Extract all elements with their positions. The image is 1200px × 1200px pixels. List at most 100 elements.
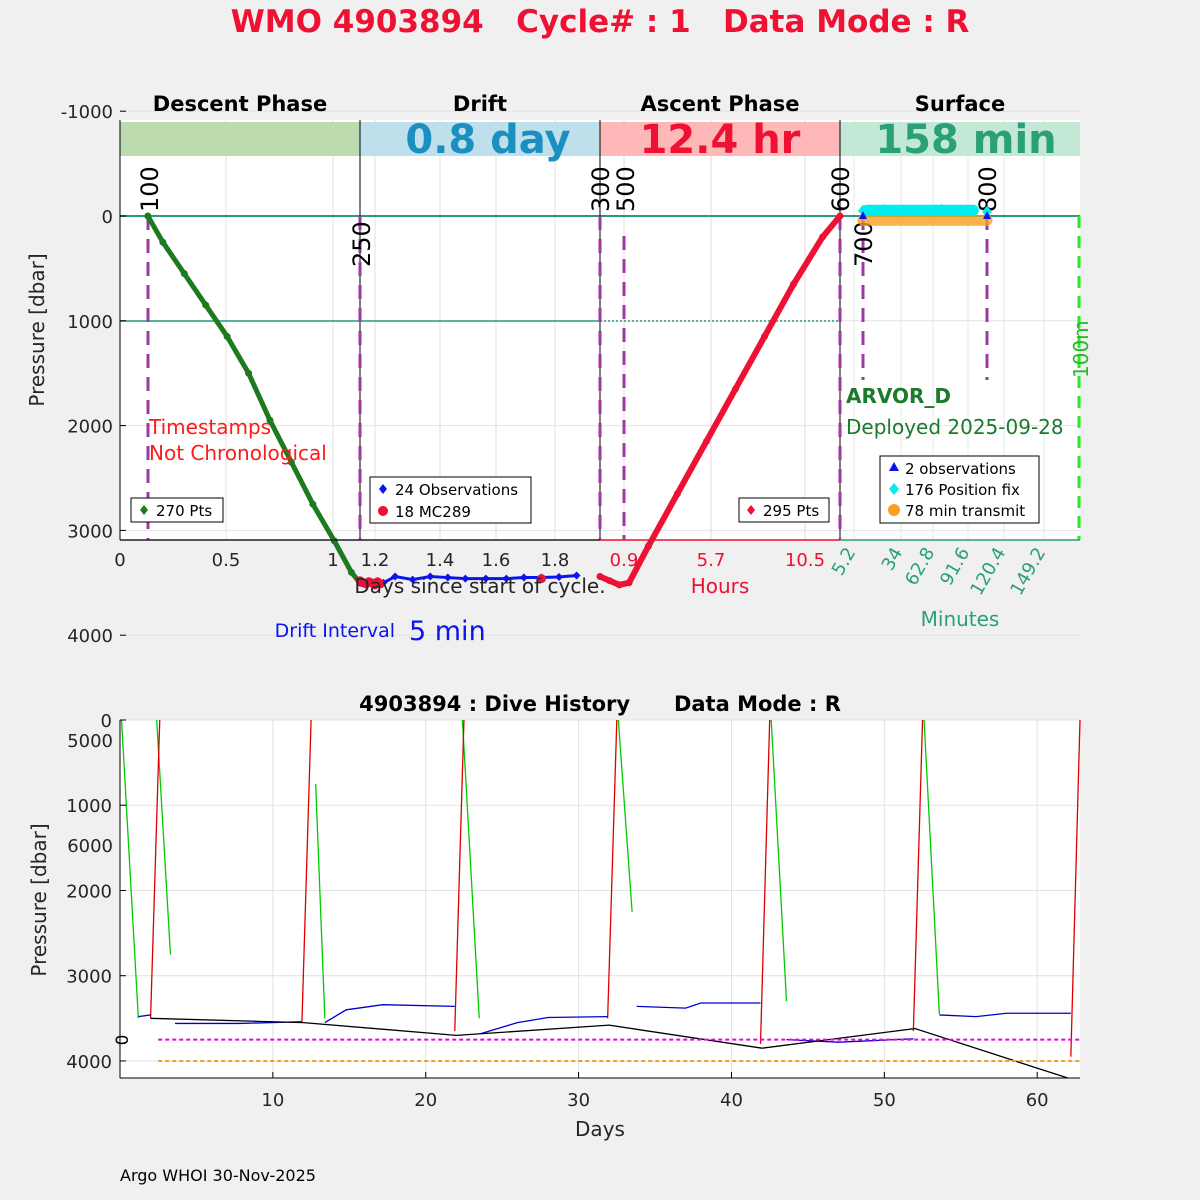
history-ascent-1-1 bbox=[301, 719, 312, 1023]
legend-surface-fix-label: 176 Position fix bbox=[905, 481, 1020, 499]
surface-xtick-label: 120.4 bbox=[966, 544, 1010, 599]
marker-label-300: 300 bbox=[587, 166, 615, 212]
top-ytick-label-4000: 4000 bbox=[67, 626, 113, 647]
drift-xtick-label: 1.4 bbox=[426, 550, 455, 571]
ascent-point bbox=[819, 233, 827, 241]
surface-xtick-label: 91.6 bbox=[936, 544, 974, 589]
drift-interval-label: Drift Interval bbox=[275, 620, 395, 642]
timestamps-note-line2: Not Chronological bbox=[149, 441, 327, 465]
history-ascent-1-2 bbox=[454, 719, 465, 1032]
ascent-point bbox=[836, 212, 844, 220]
surface-position-fix-point bbox=[907, 204, 918, 217]
timestamps-note-line1: Timestamps bbox=[148, 415, 271, 439]
history-ascent-1-3 bbox=[606, 719, 618, 1019]
legend-drift-mc-marker bbox=[378, 506, 388, 516]
legend-descent-label: 270 Pts bbox=[156, 502, 212, 520]
marker-label-500: 500 bbox=[612, 166, 640, 212]
xlabel-minutes: Minutes bbox=[921, 607, 1000, 631]
bottom-xtick-label-10: 10 bbox=[261, 1090, 284, 1111]
legend-drift-obs-marker bbox=[379, 484, 387, 494]
phase-title-descent: Descent Phase bbox=[153, 92, 327, 116]
bottom-ytick-label-3000: 3000 bbox=[66, 967, 112, 988]
event-markers bbox=[146, 216, 989, 540]
ascent-point bbox=[790, 280, 798, 288]
phase-title-drift: Drift bbox=[453, 92, 507, 116]
drift-duration: 0.8 day bbox=[405, 117, 570, 163]
float-type: ARVOR_D bbox=[846, 384, 951, 408]
legend-surface-fix-marker bbox=[889, 483, 899, 495]
descent-point bbox=[144, 212, 152, 220]
history-descent-0-0 bbox=[120, 719, 139, 1019]
descent-point bbox=[159, 238, 167, 246]
surface-observation-point bbox=[859, 211, 867, 219]
top-ytick-label-5000: 5000 bbox=[67, 731, 113, 752]
drift-observation-point bbox=[443, 573, 452, 582]
descent-xtick-label: 0.5 bbox=[212, 550, 241, 571]
drift-observation-point bbox=[555, 573, 564, 582]
page-title: WMO 4903894 Cycle# : 1 Data Mode : R bbox=[230, 4, 970, 40]
drift-observation-point bbox=[408, 575, 417, 584]
marker-label-250: 250 bbox=[348, 221, 376, 267]
bottom-series bbox=[120, 719, 1081, 1079]
descent-point bbox=[202, 301, 210, 309]
surface-xtick-label: 34 bbox=[878, 544, 908, 574]
ascent-xtick-label: 10.5 bbox=[785, 550, 825, 571]
surface-duration: 158 min bbox=[875, 117, 1056, 163]
bottom-panel: 4903894 : Dive History Data Mode : R 10 2… bbox=[27, 692, 1081, 1141]
top-series bbox=[144, 203, 993, 590]
legend-surface-transmit-label: 78 min transmit bbox=[905, 502, 1025, 520]
banner-surface bbox=[840, 122, 1080, 156]
ascent-point bbox=[625, 579, 633, 587]
banner-ascent bbox=[600, 122, 840, 156]
history-descent-0-3 bbox=[461, 719, 480, 1019]
drift-observation-point bbox=[426, 572, 435, 581]
bottom-xtick-label-30: 30 bbox=[567, 1090, 590, 1111]
history-drift-2-3 bbox=[480, 1015, 608, 1035]
history-drift-2-0 bbox=[138, 1014, 151, 1018]
descent-point bbox=[223, 333, 231, 341]
surface-position-fix-point bbox=[879, 203, 890, 216]
bottom-xtick-label-20: 20 bbox=[414, 1090, 437, 1111]
xlabel-hours: Hours bbox=[691, 574, 750, 598]
history-descent-0-6 bbox=[923, 719, 941, 1015]
descent-xtick-label: 0 bbox=[114, 550, 125, 571]
bottom-grid bbox=[120, 719, 1080, 1078]
legend-drift-mc-label: 18 MC289 bbox=[395, 503, 471, 521]
banner-drift bbox=[360, 122, 600, 156]
xlabel-days: Days since start of cycle. bbox=[354, 574, 605, 598]
drift-observation-point bbox=[481, 574, 490, 583]
bottom-xlabel: Days bbox=[575, 1117, 625, 1141]
bottom-side-label: 0 bbox=[113, 1035, 133, 1046]
top-ytick-label-0: 0 bbox=[102, 207, 113, 228]
bottom-xtick-label-60: 60 bbox=[1026, 1090, 1049, 1111]
ascent-xtick-label: 5.7 bbox=[697, 550, 726, 571]
legend-drift: 24 Observations 18 MC289 bbox=[369, 476, 532, 524]
drift-observation-point bbox=[519, 573, 528, 582]
surface-xtick-label: 62.8 bbox=[901, 544, 939, 589]
top-ytick-label-2000: 2000 bbox=[67, 417, 113, 438]
legend-descent-marker bbox=[140, 505, 148, 515]
descent-xtick-label: 1 bbox=[327, 550, 338, 571]
legend-surface: 2 observations 176 Position fix 78 min t… bbox=[879, 455, 1040, 524]
history-drift-2-4 bbox=[636, 1002, 761, 1009]
bottom-ylabel: Pressure [dbar] bbox=[27, 823, 51, 976]
top-ylabel: Pressure [dbar] bbox=[25, 253, 49, 406]
descent-point bbox=[245, 369, 253, 377]
bottom-ytick-label-4000: 4000 bbox=[66, 1052, 112, 1073]
bottom-xtick-label-50: 50 bbox=[873, 1090, 896, 1111]
descent-point bbox=[347, 568, 355, 576]
surface-xtick-label: 149.2 bbox=[1006, 544, 1050, 599]
banner-descent bbox=[120, 122, 360, 156]
history-descent-0-2 bbox=[315, 783, 326, 1019]
surface-position-fix-point bbox=[936, 203, 947, 216]
drift-xtick-label: 1.2 bbox=[361, 550, 390, 571]
surface-position-fix-point bbox=[965, 204, 976, 217]
history-bottom-3-0 bbox=[150, 1017, 1068, 1079]
top-ytick-label-1000: 1000 bbox=[67, 312, 113, 333]
descent-point bbox=[330, 537, 338, 545]
history-ascent-1-4 bbox=[759, 719, 771, 1044]
legend-surface-transmit-marker bbox=[888, 504, 900, 516]
history-ascent-1-0 bbox=[149, 719, 161, 1019]
history-ascent-1-6 bbox=[1070, 719, 1081, 1057]
